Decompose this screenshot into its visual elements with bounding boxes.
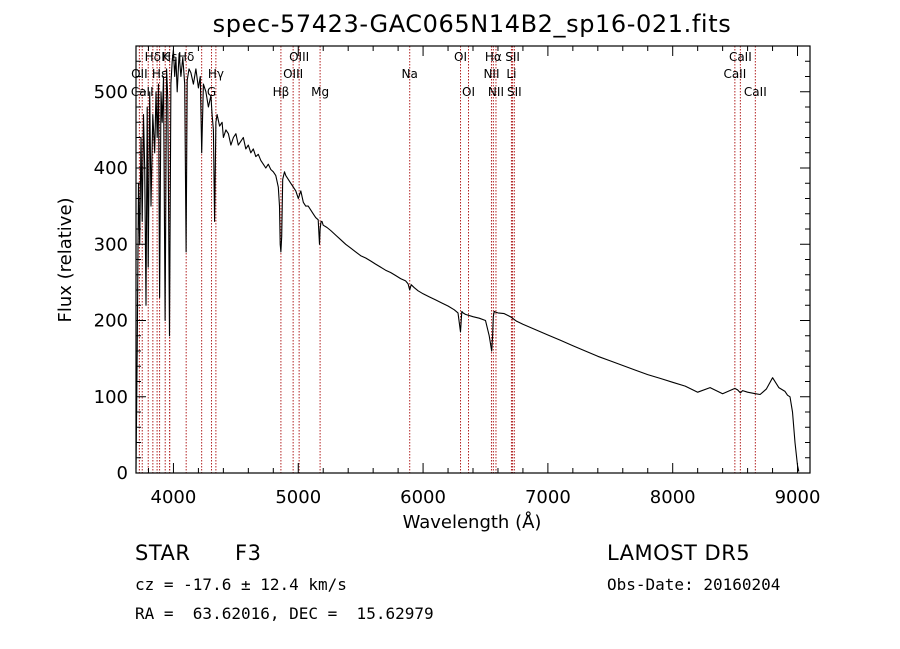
plot-frame	[135, 45, 811, 474]
x-axis-ticks: 4000 5000 6000 7000 8000 9000	[147, 46, 821, 508]
object-subclass: F3	[235, 541, 262, 565]
redshift-info: cz = -17.6 ± 12.4 km/s	[135, 575, 347, 594]
line-label: CaII	[744, 85, 767, 99]
y-tick-label: 300	[94, 234, 128, 255]
line-label: Na	[402, 67, 418, 81]
y-axis-ticks: 0 100 200 300 400 500	[94, 60, 810, 484]
line-label: Li	[506, 67, 516, 81]
line-label: OIII	[283, 67, 303, 81]
chart-title: spec-57423-GAC065N14B2_sp16-021.fits	[213, 10, 732, 38]
line-label: Hγ	[208, 67, 224, 81]
survey-name: LAMOST DR5	[607, 541, 751, 565]
line-label: CaII	[729, 50, 752, 64]
line-label: CaII	[723, 67, 746, 81]
line-label: Hε	[152, 67, 168, 81]
line-label: OIII	[289, 50, 309, 64]
x-tick-label: 4000	[151, 487, 197, 508]
y-axis-label: Flux (relative)	[55, 197, 76, 322]
line-label: OI	[454, 50, 467, 64]
line-label: NII	[483, 67, 499, 81]
y-tick-label: 200	[94, 311, 128, 332]
x-tick-label: 9000	[775, 487, 821, 508]
line-label: Hα	[485, 50, 502, 64]
observation-date: Obs-Date: 20160204	[607, 575, 781, 594]
line-label: Hδ	[145, 50, 161, 64]
emission-line-markers	[138, 46, 756, 473]
line-label: OI	[462, 85, 475, 99]
y-tick-label: 500	[94, 82, 128, 103]
line-label: SII	[507, 85, 522, 99]
coordinates: RA = 63.62016, DEC = 15.62979	[135, 604, 434, 623]
line-label: G	[207, 85, 216, 99]
x-axis-label: Wavelength (Å)	[403, 511, 542, 533]
x-tick-label: 5000	[275, 487, 321, 508]
line-label: Mg	[311, 85, 329, 99]
y-tick-label: 400	[94, 158, 128, 179]
line-label: Hδ	[178, 50, 194, 64]
x-tick-label: 8000	[650, 487, 696, 508]
x-tick-label: 6000	[400, 487, 446, 508]
line-label: OII	[131, 67, 148, 81]
object-class: STAR	[135, 541, 191, 565]
y-tick-label: 0	[117, 463, 128, 484]
x-tick-label: 7000	[525, 487, 571, 508]
y-tick-label: 100	[94, 387, 128, 408]
spectrum-line	[135, 49, 800, 472]
line-label: Hβ	[273, 85, 290, 99]
line-label: SII	[505, 50, 520, 64]
line-label: NII	[488, 85, 504, 99]
line-label: K	[161, 50, 170, 64]
